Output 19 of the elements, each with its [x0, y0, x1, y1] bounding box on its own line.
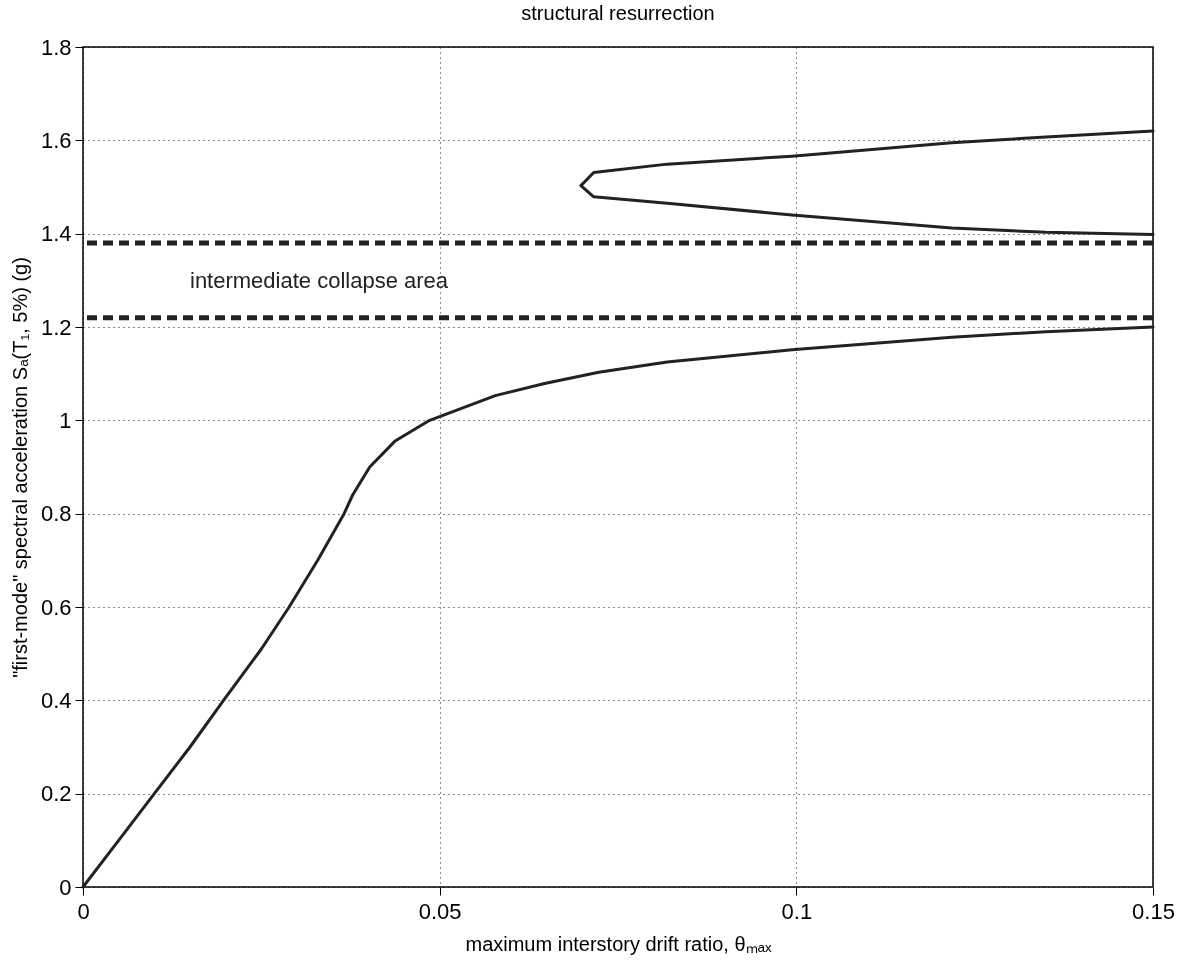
y-axis-title: "first-mode" spectral acceleration Sₐ(T₁, 5%) (g)	[8, 257, 31, 678]
chart-title: structural resurrection	[521, 2, 715, 24]
y-tick-label: 1	[59, 407, 72, 433]
y-tick-label: 0.2	[40, 781, 72, 807]
x-tick-label: 0	[77, 898, 90, 924]
x-tick-label: 0.05	[418, 898, 462, 924]
y-tick-label: 0.4	[40, 687, 72, 713]
y-tick-label: 1.4	[40, 221, 72, 247]
x-tick-label: 0.15	[1132, 898, 1175, 924]
x-tick-label: 0.1	[781, 898, 813, 924]
annotation: intermediate collapse area	[190, 267, 449, 293]
y-tick-label: 0.8	[40, 501, 72, 527]
y-tick-label: 0	[59, 874, 72, 900]
x-axis-title: maximum interstory drift ratio, θₘₐₓ	[465, 932, 772, 955]
y-tick-label: 0.6	[40, 594, 72, 620]
y-tick-label: 1.2	[40, 314, 72, 340]
y-tick-label: 1.8	[40, 34, 72, 60]
line-series	[579, 129, 1155, 237]
y-tick-label: 1.6	[40, 127, 72, 153]
